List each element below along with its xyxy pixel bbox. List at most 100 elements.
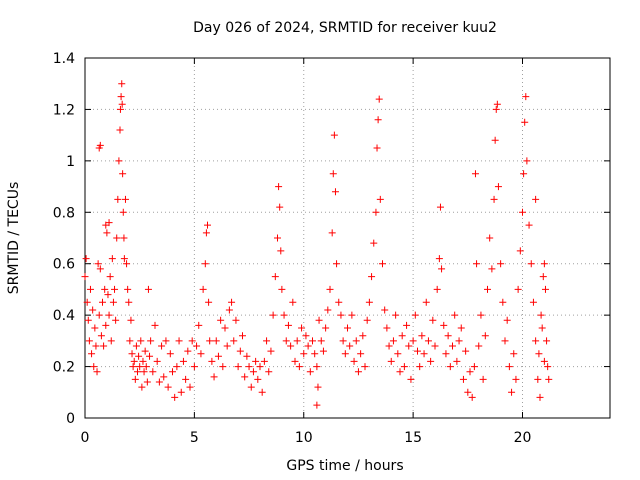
data-point (328, 229, 336, 237)
data-point (277, 247, 285, 255)
data-point (141, 347, 149, 355)
data-point (344, 324, 351, 332)
data-point (149, 368, 157, 376)
data-point (155, 378, 163, 386)
data-point (424, 337, 432, 345)
data-point (160, 373, 168, 381)
data-point (275, 183, 283, 191)
data-point (214, 352, 222, 360)
data-point (95, 311, 103, 319)
data-point (125, 298, 133, 306)
data-point (400, 363, 408, 371)
data-point (184, 347, 192, 355)
data-point (162, 337, 170, 345)
data-point (471, 170, 479, 178)
chart-title: Day 026 of 2024, SRMTID for receiver kuu… (193, 20, 497, 36)
data-point (118, 100, 126, 108)
data-point (302, 332, 310, 340)
x-tick-label: 15 (404, 430, 422, 446)
data-point (82, 255, 90, 263)
data-point (403, 321, 411, 329)
data-point (361, 363, 369, 371)
data-point (291, 357, 299, 365)
data-point (234, 363, 242, 371)
data-point (532, 195, 540, 203)
x-tick-label: 5 (190, 430, 199, 446)
data-point (188, 337, 196, 345)
data-point (298, 324, 306, 332)
data-point (532, 337, 540, 345)
data-point (368, 273, 376, 281)
data-point (422, 298, 430, 306)
data-point (143, 378, 151, 386)
data-point (522, 93, 530, 101)
data-point (210, 373, 218, 381)
data-point (433, 285, 441, 293)
data-point (103, 229, 111, 237)
data-point (481, 332, 489, 340)
data-point (252, 357, 260, 365)
data-point (521, 118, 529, 126)
data-point (124, 285, 132, 293)
data-point (193, 342, 201, 350)
data-point (269, 311, 277, 319)
data-point (300, 350, 308, 358)
data-point (416, 363, 424, 371)
data-point (315, 316, 323, 324)
data-point (493, 100, 501, 108)
x-tick-label: 10 (295, 430, 313, 446)
data-point (394, 350, 402, 358)
data-point (346, 342, 354, 350)
data-point (326, 285, 334, 293)
y-tick-label: 0 (66, 411, 75, 427)
data-point (293, 337, 301, 345)
data-point (138, 383, 146, 391)
grid-lines (85, 58, 610, 418)
data-point (436, 203, 444, 211)
data-point (228, 298, 236, 306)
data-point (116, 105, 124, 113)
data-point (494, 183, 502, 191)
y-tick-label: 1.2 (53, 102, 75, 118)
data-point (374, 116, 382, 124)
data-point (90, 363, 98, 371)
data-point (466, 368, 474, 376)
x-axis-label: GPS time / hours (286, 458, 403, 474)
data-point (313, 363, 321, 371)
data-point (197, 350, 205, 358)
data-point (96, 265, 104, 273)
data-point (199, 285, 207, 293)
data-point (501, 337, 509, 345)
data-point (81, 273, 89, 281)
data-point (373, 144, 381, 152)
data-point (127, 316, 135, 324)
data-point (121, 195, 129, 203)
data-point (405, 342, 413, 350)
data-point (505, 363, 513, 371)
data-point (453, 357, 461, 365)
data-point (486, 234, 494, 242)
data-point (438, 265, 446, 273)
data-point (89, 306, 97, 314)
data-point (169, 368, 176, 376)
data-point (144, 285, 152, 293)
data-point (239, 332, 246, 340)
data-point (363, 316, 371, 324)
data-point (541, 285, 549, 293)
data-point (100, 342, 108, 350)
data-point (525, 221, 533, 229)
data-point (105, 311, 113, 319)
data-point (256, 363, 264, 371)
data-point (97, 332, 105, 340)
data-point (330, 131, 338, 139)
data-point (243, 352, 251, 360)
data-point (173, 363, 181, 371)
data-point (392, 311, 400, 319)
data-point (510, 350, 518, 358)
data-point (116, 126, 124, 134)
data-point (135, 352, 143, 360)
data-point (295, 363, 303, 371)
data-point (540, 260, 548, 268)
data-point (335, 298, 343, 306)
